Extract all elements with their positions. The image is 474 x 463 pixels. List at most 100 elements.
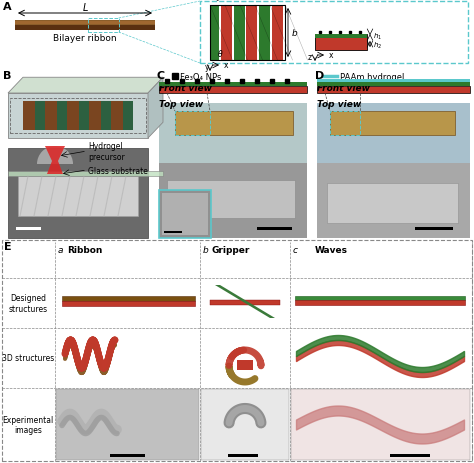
Bar	[201, 389, 289, 460]
Text: Experimental
images: Experimental images	[2, 415, 54, 434]
Bar	[110, 454, 145, 457]
Polygon shape	[208, 6, 219, 61]
Text: z: z	[308, 53, 312, 62]
Bar	[159, 83, 307, 87]
Text: B: B	[3, 71, 11, 81]
Bar	[330, 112, 455, 136]
Text: Gripper: Gripper	[212, 245, 250, 255]
Polygon shape	[148, 78, 163, 139]
Bar	[317, 104, 470, 163]
Bar	[295, 300, 465, 305]
Bar	[62, 301, 195, 307]
Bar	[111, 102, 123, 131]
Text: PAAm hydrogel: PAAm hydrogel	[340, 72, 404, 81]
Bar	[101, 102, 111, 131]
Bar	[8, 149, 148, 238]
Bar	[291, 389, 470, 460]
Bar	[159, 191, 211, 238]
Text: Fe₃O₄ NPs: Fe₃O₄ NPs	[180, 72, 221, 81]
Bar	[317, 83, 470, 87]
Text: E: E	[4, 242, 12, 251]
Bar	[162, 194, 208, 236]
Text: b: b	[203, 245, 209, 255]
Bar	[295, 296, 465, 300]
Text: 3D structures: 3D structures	[2, 354, 54, 363]
Bar	[390, 454, 430, 457]
Bar	[200, 2, 468, 64]
Bar	[18, 176, 138, 217]
Bar	[210, 300, 280, 305]
Text: Front view: Front view	[317, 84, 370, 93]
Bar	[257, 227, 292, 231]
Bar	[23, 102, 35, 131]
Bar	[15, 25, 155, 31]
Bar	[210, 6, 285, 61]
Bar	[315, 35, 367, 39]
Text: Front view: Front view	[159, 84, 212, 93]
Bar	[15, 21, 155, 26]
Bar	[10, 99, 146, 134]
Bar	[164, 232, 182, 233]
Bar	[175, 112, 210, 136]
Bar	[56, 389, 199, 460]
Text: y: y	[204, 63, 209, 72]
Text: Top view: Top view	[317, 100, 361, 109]
Bar	[315, 35, 367, 51]
Bar	[35, 102, 45, 131]
Bar	[88, 19, 118, 33]
Bar	[62, 296, 195, 301]
Bar	[67, 102, 79, 131]
Text: Hydrogel
precursor: Hydrogel precursor	[88, 142, 125, 161]
Text: Top view: Top view	[159, 100, 203, 109]
Text: $h_2$: $h_2$	[373, 41, 382, 51]
Bar	[159, 104, 307, 163]
Text: C: C	[157, 71, 165, 81]
Text: D: D	[315, 71, 324, 81]
Bar	[2, 240, 472, 461]
Text: $l_1$: $l_1$	[213, 0, 220, 4]
Polygon shape	[259, 6, 270, 61]
Wedge shape	[37, 147, 73, 165]
Text: Ribbon: Ribbon	[67, 245, 102, 255]
Bar	[317, 163, 470, 238]
Bar	[57, 102, 67, 131]
Bar	[330, 112, 360, 136]
Polygon shape	[285, 6, 296, 61]
Bar	[16, 227, 41, 231]
Text: A: A	[3, 2, 12, 12]
Text: Glass substrate: Glass substrate	[88, 166, 148, 175]
Polygon shape	[215, 285, 275, 319]
Bar	[159, 87, 307, 94]
Bar	[317, 87, 470, 94]
Polygon shape	[246, 6, 257, 61]
Polygon shape	[8, 78, 163, 94]
Polygon shape	[47, 162, 63, 175]
Text: c: c	[293, 245, 298, 255]
Text: $h_1$: $h_1$	[373, 32, 382, 42]
Text: Designed
structures: Designed structures	[9, 294, 47, 313]
Bar	[159, 163, 307, 238]
Polygon shape	[272, 6, 283, 61]
Text: a: a	[58, 245, 64, 255]
Polygon shape	[221, 6, 232, 61]
Bar	[228, 454, 258, 457]
Bar	[123, 102, 133, 131]
Text: L: L	[82, 3, 88, 13]
Bar	[79, 102, 89, 131]
Polygon shape	[45, 147, 65, 162]
Bar	[167, 181, 295, 219]
Text: x: x	[224, 62, 228, 70]
Bar	[237, 360, 253, 370]
Polygon shape	[195, 6, 206, 61]
Bar	[89, 102, 101, 131]
Bar	[8, 172, 163, 176]
Text: $\theta$: $\theta$	[217, 48, 224, 59]
Bar	[317, 80, 470, 83]
Text: x: x	[329, 51, 334, 60]
Text: Bilayer ribbon: Bilayer ribbon	[53, 34, 117, 43]
Polygon shape	[8, 94, 148, 139]
Polygon shape	[234, 6, 245, 61]
Bar	[45, 102, 57, 131]
Polygon shape	[298, 6, 309, 61]
Text: b: b	[292, 29, 298, 38]
